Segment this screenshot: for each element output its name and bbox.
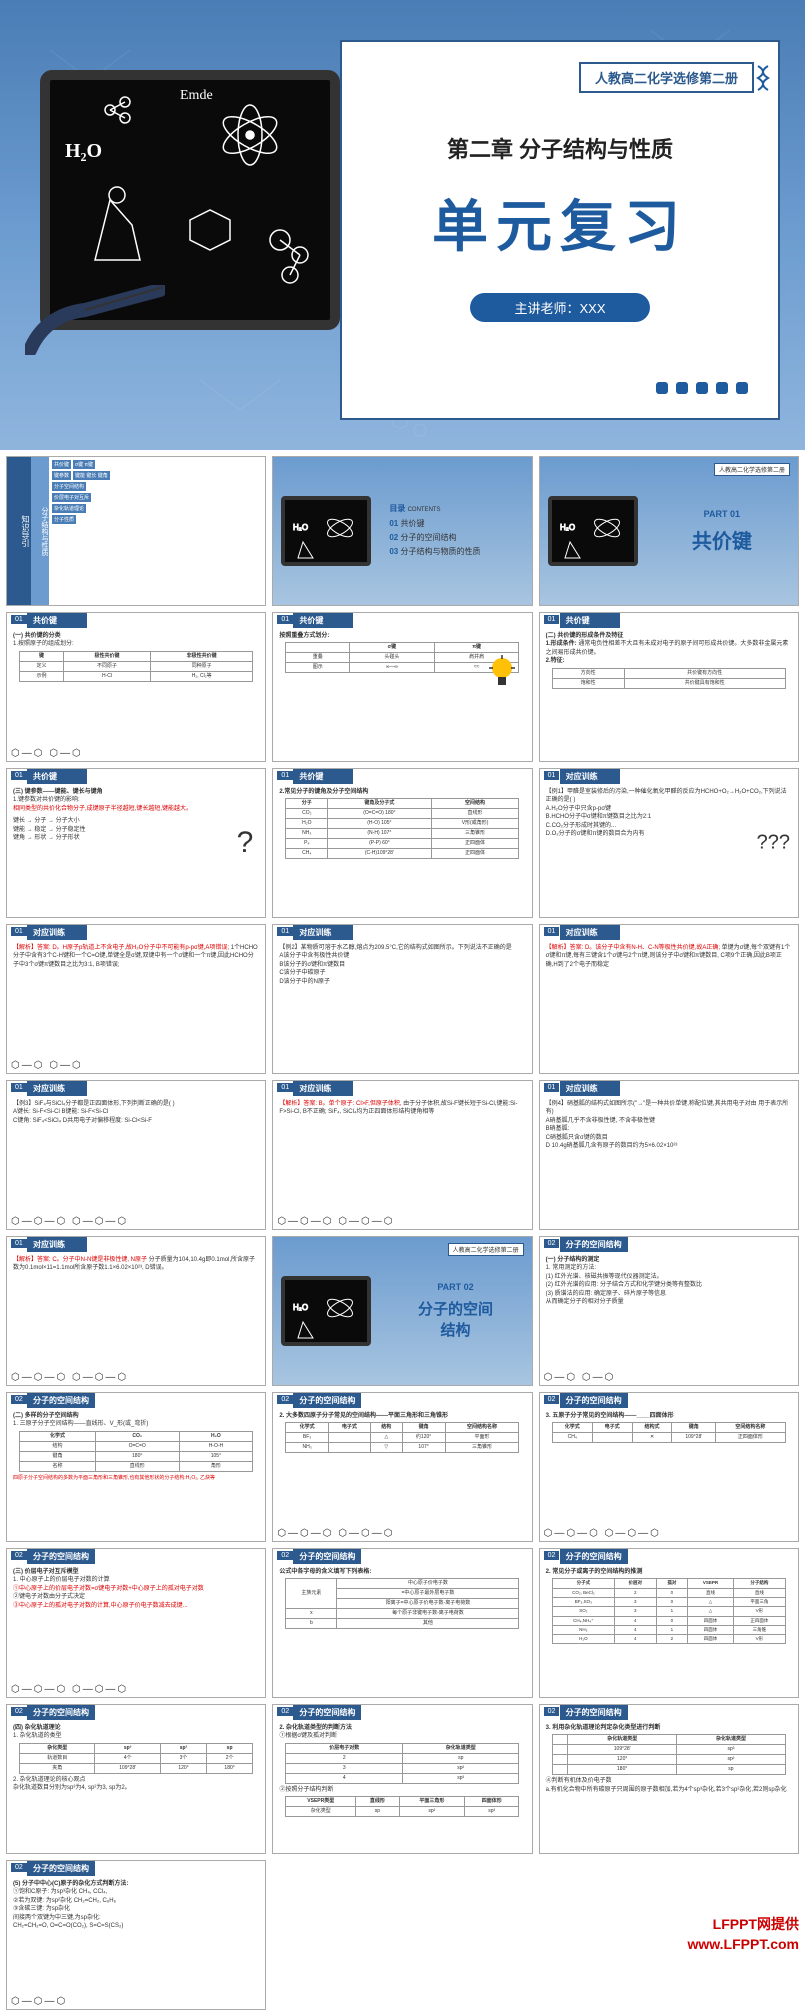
mini-blackboard: H₂O xyxy=(548,496,638,566)
contents-list: 目录 CONTENTS 01 共价键 02 分子的空间结构 03 分子结构与物质… xyxy=(379,502,480,560)
slide-7: 01 共价键 (三) 键参数——键能、键长与键角 1.键参数对共价键的影响: 相… xyxy=(6,768,266,918)
slide-21: 02 分子的空间结构 3. 五原子分子常见的空间结构——____四面体形 化学式… xyxy=(539,1392,799,1542)
molecule-deco: ⬡—⬡ ⬡—⬡ xyxy=(11,748,83,759)
km-boxes: 共价键σ键 π键 键参数键能 键长 键角 分子空间结构 价层电子对互斥 杂化轨道… xyxy=(49,457,265,605)
main-title: 单元复习 xyxy=(366,182,754,263)
km-sidebar: 知识导引 xyxy=(7,457,31,605)
slide-28: 02 分子的空间结构 (5) 分子中中心(C)原子的杂化方式判断方法: ①饱和C… xyxy=(6,1860,266,2010)
part-title: 分子的空间 结构 xyxy=(379,1298,531,1340)
slide-16: 01 对应训练 【解析】答案: C。分子中N-N键是非极性键, N原子 分子质量… xyxy=(6,1236,266,1386)
slide-8: 01 共价键 2.常见分子的键角及分子空间结构 分子键角及分子式空间结构 CO₂… xyxy=(272,768,532,918)
km-main: 分子结构与性质 xyxy=(31,457,49,605)
part-title: 共价键 xyxy=(646,525,798,554)
bonds-table: 分子键角及分子式空间结构 CO₂(O=C=O) 180°直线形 H₂O(H-O)… xyxy=(285,798,519,859)
mini-blackboard: H₂O xyxy=(281,1276,371,1346)
hero-dots xyxy=(656,382,748,394)
slide-contents: H₂O 目录 CONTENTS 01 共价键 02 分子的空间结构 03 分子结… xyxy=(272,456,532,606)
slide-knowledge-map: 知识导引 分子结构与性质 共价键σ键 π键 键参数键能 键长 键角 分子空间结构… xyxy=(6,456,266,606)
slide-18: 02 分子的空间结构 (一) 分子结构的测定 1. 常用测定的方法: (1) 红… xyxy=(539,1236,799,1386)
footer-slide: LFPPT网提供 www.LFPPT.com xyxy=(272,1860,799,2010)
question-icon: ??? xyxy=(757,832,790,855)
slide-part01: 人教高二化学选修第二册 H₂O PART 01 共价键 xyxy=(539,456,799,606)
chapter-title: 第二章 分子结构与性质 xyxy=(366,132,754,164)
teacher-badge: 主讲老师：XXX xyxy=(470,293,650,322)
bb-drawings xyxy=(50,80,330,320)
slide-24: 02 分子的空间结构 2. 常见分子或离子的空间结构的推测 分子式价层对孤对VS… xyxy=(539,1548,799,1698)
slide-19: 02 分子的空间结构 (二) 多样的分子空间结构 1. 三原子分子空间结构——直… xyxy=(6,1392,266,1542)
dna-icon xyxy=(754,64,772,94)
slide-part02: 人教高二化学选修第二册 H₂O PART 02 分子的空间 结构 xyxy=(272,1236,532,1386)
slide-4: 01 共价键 (一) 共价键的分类 1.按照原子的组成划分: 键极性共价键非极性… xyxy=(6,612,266,762)
slide-22: 02 分子的空间结构 (三) 价层电子对互斥模型 1. 中心原子上的价层电子对数… xyxy=(6,1548,266,1698)
mini-blackboard: H₂O xyxy=(281,496,371,566)
slide-14: 01 对应训练 【解析】答案: B。单个原子: Cl>F,但原子体积, 由于分子… xyxy=(272,1080,532,1230)
hero-card: 人教高二化学选修第二册 第二章 分子结构与性质 单元复习 主讲老师：XXX xyxy=(340,40,780,420)
slide-26: 02 分子的空间结构 2. 杂化轨道类型的判断方法 ①根据σ键及孤对判断 价层电… xyxy=(272,1704,532,1854)
svg-text:H₂O: H₂O xyxy=(560,523,575,532)
question-icon: ? xyxy=(237,826,254,860)
bulb-icon xyxy=(487,653,517,693)
svg-text:H₂O: H₂O xyxy=(293,1303,308,1312)
teacher-figure xyxy=(25,285,165,355)
slide-20: 02 分子的空间结构 2. 大多数四原子分子常见的空间结构——平面三角形和三角锥… xyxy=(272,1392,532,1542)
slides-grid: 知识导引 分子结构与性质 共价键σ键 π键 键参数键能 键长 键角 分子空间结构… xyxy=(0,450,805,2016)
slide-10: 01 对应训练 【解析】答案: D。H原子p轨道上不含电子,故H₂O分子中不可能… xyxy=(6,924,266,1074)
part-num: PART 02 xyxy=(379,1282,531,1292)
slide-6: 01 共价键 (二) 共价键的形成条件及特征 1.形成条件: 通常电负性相差不大… xyxy=(539,612,799,762)
footer-text: LFPPT网提供 www.LFPPT.com xyxy=(688,1915,800,1954)
slide-13: 01 对应训练 【例3】SiF₄与SiCl₄分子都是正四面体形,下列判断正确的是… xyxy=(6,1080,266,1230)
slide-25: 02 分子的空间结构 (四) 杂化轨道理论 1. 杂化轨道的类型 杂化类型sp³… xyxy=(6,1704,266,1854)
part-num: PART 01 xyxy=(646,509,798,519)
slide-15: 01 对应训练 【例4】硝基胍的结构式如图所示("→"是一种共价单键,称配位键,… xyxy=(539,1080,799,1230)
svg-text:H₂O: H₂O xyxy=(293,523,308,532)
slide-23: 02 分子的空间结构 公式中各字母的含义填写下列表格: 主族元素中心原子价电子数… xyxy=(272,1548,532,1698)
slide-12: 01 对应训练 【解析】答案: D。该分子中含有N-H、C-N等极性共价键,故A… xyxy=(539,924,799,1074)
slide-5: 01 共价键 按照重叠方式划分: σ键π键 重叠头碰头肩并肩 图示∞—∞≈≈ xyxy=(272,612,532,762)
slide-11: 01 对应训练 【例2】某物质可溶于水乙醇,熔点为209.5°C,它的结构式如图… xyxy=(272,924,532,1074)
course-badge: 人教高二化学选修第二册 xyxy=(579,62,754,93)
slide-27: 02 分子的空间结构 3. 利用杂化轨道理论判定杂化类型进行判断 杂化轨道类型杂… xyxy=(539,1704,799,1854)
hero-section: Emde H₂O xyxy=(0,0,805,450)
slide-9: 01 对应训练 【例1】甲醛是室装修后的污染,一种催化氧化甲醛的反应为HCHO+… xyxy=(539,768,799,918)
